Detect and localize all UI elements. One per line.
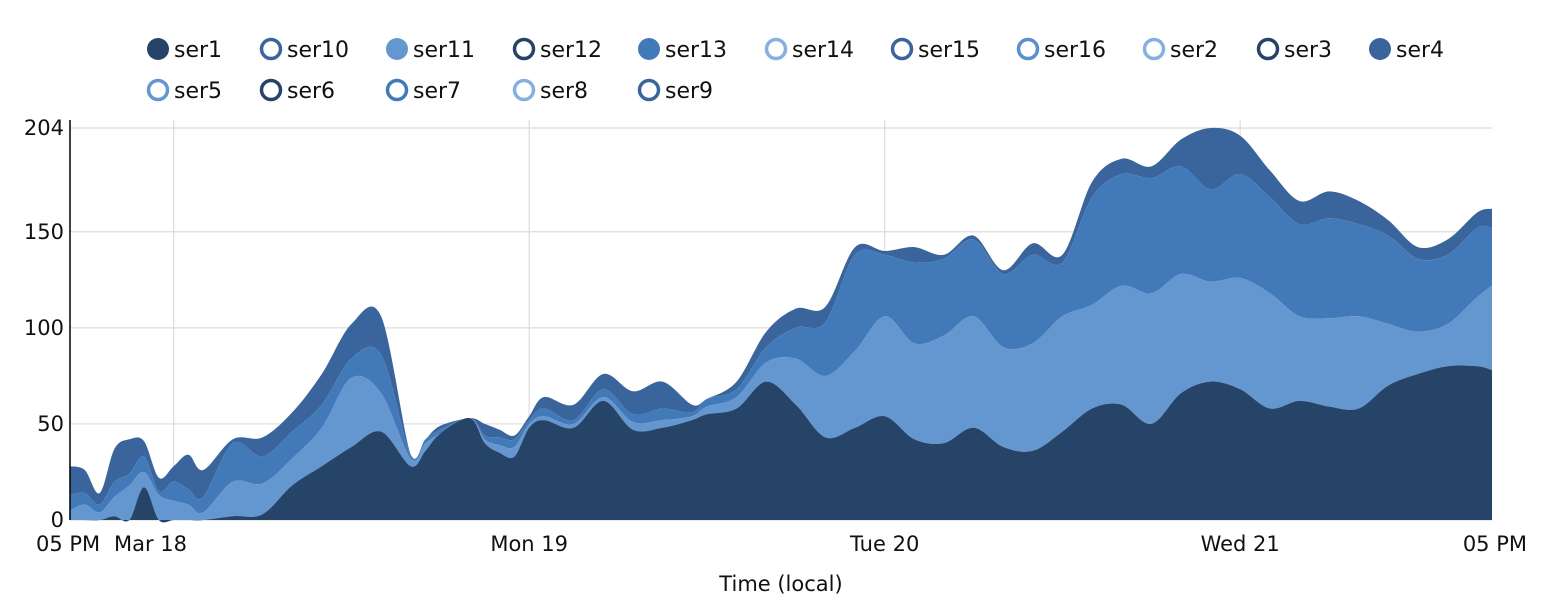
legend-item-ser13[interactable]: ser13 — [638, 38, 727, 63]
y-tick-label: 204 — [24, 116, 64, 140]
legend-item-ser8[interactable]: ser8 — [512, 78, 589, 104]
x-tick-label: Tue 20 — [849, 532, 919, 556]
legend-marker — [512, 37, 536, 61]
y-tick-label: 150 — [24, 220, 64, 244]
x-tick-label: 05 PM — [1463, 532, 1527, 556]
legend-marker — [259, 37, 283, 61]
y-tick-label: 50 — [37, 412, 64, 436]
legend-marker — [890, 37, 914, 61]
legend-marker — [512, 78, 536, 102]
legend-marker — [386, 38, 408, 60]
legend-item-ser6[interactable]: ser6 — [259, 78, 336, 104]
legend-item-ser12[interactable]: ser12 — [512, 37, 603, 63]
legend-item-ser4[interactable]: ser4 — [1369, 38, 1444, 63]
legend-item-ser14[interactable]: ser14 — [764, 37, 855, 63]
legend-marker — [1016, 37, 1040, 61]
y-tick-label: 0 — [51, 508, 64, 532]
legend-marker — [638, 38, 660, 60]
x-tick-label: Wed 21 — [1201, 532, 1280, 556]
legend-label: ser10 — [287, 38, 349, 63]
legend-label: ser15 — [918, 38, 980, 63]
legend-item-ser7[interactable]: ser7 — [385, 78, 462, 104]
legend-item-ser9[interactable]: ser9 — [637, 78, 714, 104]
y-tick-labels: 0 50 100 150 204 — [24, 116, 64, 532]
legend-label: ser6 — [287, 79, 335, 104]
legend-label: ser9 — [665, 79, 713, 104]
legend-label: ser13 — [665, 38, 727, 63]
legend-label: ser5 — [174, 79, 222, 104]
legend-marker — [146, 78, 170, 102]
legend-marker — [1256, 37, 1280, 61]
legend-item-ser5[interactable]: ser5 — [146, 78, 223, 104]
legend-marker — [764, 37, 788, 61]
x-axis-title: Time (local) — [718, 572, 842, 596]
area-ser4 — [70, 127, 1492, 505]
legend-item-ser15[interactable]: ser15 — [890, 37, 981, 63]
legend-item-ser1[interactable]: ser1 — [147, 38, 222, 63]
x-tick-label: 05 PM — [36, 532, 100, 556]
area-ser1 — [70, 365, 1492, 523]
legend-label: ser8 — [540, 79, 588, 104]
legend-label: ser2 — [1170, 38, 1218, 63]
y-tick-label: 100 — [24, 316, 64, 340]
legend-marker — [1369, 38, 1391, 60]
x-tick-label: Mon 19 — [490, 532, 568, 556]
legend: ser1 ser10 ser11 ser12 ser13 ser14 ser15 ser16 s… — [146, 37, 1444, 104]
legend-item-ser2[interactable]: ser2 — [1142, 37, 1219, 63]
legend-label: ser3 — [1284, 38, 1332, 63]
area-ser11 — [70, 273, 1492, 523]
legend-item-ser3[interactable]: ser3 — [1256, 37, 1333, 63]
legend-label: ser1 — [174, 38, 222, 63]
legend-label: ser7 — [413, 79, 461, 104]
area-series — [70, 127, 1492, 523]
legend-item-ser16[interactable]: ser16 — [1016, 37, 1107, 63]
legend-marker — [147, 38, 169, 60]
legend-marker — [637, 78, 661, 102]
legend-marker — [385, 78, 409, 102]
legend-label: ser16 — [1044, 38, 1106, 63]
legend-label: ser11 — [413, 38, 475, 63]
legend-label: ser14 — [792, 38, 854, 63]
legend-item-ser11[interactable]: ser11 — [386, 38, 475, 63]
legend-marker — [259, 78, 283, 102]
x-tick-label: Mar 18 — [114, 532, 187, 556]
legend-item-ser10[interactable]: ser10 — [259, 37, 350, 63]
legend-label: ser12 — [540, 38, 602, 63]
area-ser13 — [70, 166, 1492, 514]
legend-label: ser4 — [1396, 38, 1444, 63]
legend-marker — [1142, 37, 1166, 61]
